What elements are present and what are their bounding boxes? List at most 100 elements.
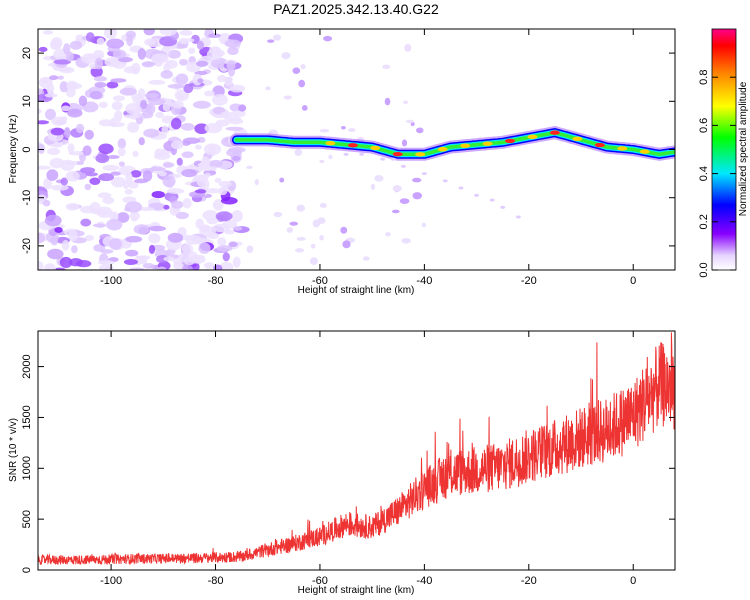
spectrogram-noise-blob: [151, 190, 165, 199]
spectrogram-noise-blob: [157, 266, 167, 270]
spectrogram-noise-blob: [194, 123, 209, 135]
spectrogram-noise-blob: [218, 187, 228, 196]
spectrogram-noise-blob: [54, 227, 63, 233]
spectrogram-noise-blob: [102, 196, 115, 205]
spectrogram-weak-blob: [421, 172, 427, 176]
colorbar-tick-label: 0.4: [698, 166, 710, 181]
spectrogram-noise-blob: [67, 108, 83, 118]
spectrogram-noise-blob: [65, 170, 80, 182]
spectrogram-noise-blob: [94, 81, 107, 88]
spectrogram-noise-blob: [214, 177, 222, 183]
spectrogram-noise-blob: [130, 170, 142, 178]
colorbar-tick-label: 0.0: [698, 262, 710, 277]
spectrogram-noise-blob: [212, 199, 224, 211]
spectrogram-noise-blob: [46, 147, 61, 156]
figure-title: PAZ1.2025.342.13.40.G22: [273, 1, 439, 17]
spectrogram-noise-blob: [224, 39, 241, 48]
spectrogram-noise-blob: [98, 101, 108, 109]
spectrogram-noise-blob: [113, 95, 125, 102]
spectrogram-noise-blob: [167, 84, 185, 89]
spectrogram-noise-blob: [142, 170, 153, 182]
spectrogram-noise-blob: [384, 97, 391, 106]
spectrogram-noise-blob: [181, 151, 194, 159]
snr-x-tick-label: -20: [521, 575, 537, 587]
snr-y-tick-label: 2000: [21, 354, 33, 378]
spectrogram-noise-blob: [143, 29, 155, 36]
spectrogram-noise-blob: [220, 111, 233, 119]
spectrogram-noise-blob: [216, 245, 233, 252]
spectrogram-noise-blob: [43, 177, 53, 190]
spectrogram-noise-blob: [283, 95, 292, 100]
spectrogram-noise-blob: [113, 110, 123, 123]
spectrogram-noise-blob: [246, 245, 254, 253]
spectrogram-noise-blob: [103, 29, 117, 39]
spectrogram-noise-blob: [227, 46, 239, 56]
spectrogram-noise-blob: [110, 176, 126, 188]
spectrogram-noise-blob: [96, 37, 105, 46]
spectrogram-weak-blob: [500, 205, 506, 209]
spectrogram-noise-blob: [246, 165, 253, 170]
spectrogram-noise-blob: [212, 93, 228, 106]
snr-y-tick-label: 1000: [21, 456, 33, 480]
spectrogram-noise-blob: [89, 177, 101, 185]
spectrogram-noise-blob: [38, 120, 50, 125]
spectrogram-noise-blob: [110, 171, 122, 176]
spectrogram-noise-blob: [140, 99, 148, 110]
spectrogram-noise-blob: [309, 257, 319, 266]
spectrogram-weak-blob: [380, 157, 386, 161]
spectrogram-noise-blob: [198, 242, 211, 254]
spectrogram-noise-blob: [162, 175, 176, 188]
spectrogram-noise-blob: [232, 156, 241, 162]
spectrogram-noise-blob: [194, 237, 210, 243]
spectrogram-noise-blob: [144, 38, 156, 46]
spectrogram-noise-blob: [197, 78, 204, 84]
spectrogram-weak-blob: [400, 164, 406, 168]
signal-peak: [392, 151, 403, 157]
spectrogram-noise-blob: [231, 210, 243, 223]
spectrogram-noise-blob: [228, 241, 238, 248]
spectrogram-noise-blob: [228, 118, 244, 125]
spectrogram-noise-blob: [68, 258, 84, 267]
spectrogram-noise-blob: [210, 166, 217, 171]
spectrogram-noise-blob: [67, 143, 75, 154]
spectrogram-weak-blob: [390, 157, 396, 161]
spectrogram-noise-blob: [219, 261, 234, 270]
colorbar-tick-label: 0.8: [698, 70, 710, 85]
spectrogram-x-label: Height of straight line (km): [298, 285, 415, 296]
spectrogram-noise-blob: [194, 189, 207, 194]
spectrogram-noise-blob: [68, 229, 78, 242]
colorbar-gradient: [711, 28, 737, 271]
spectrogram-noise-blob: [319, 128, 330, 133]
signal-peak: [370, 145, 381, 151]
spectrogram-noise-blob: [49, 75, 59, 81]
spectrogram-noise-blob: [117, 147, 126, 157]
spectrogram-noise-blob: [50, 236, 59, 246]
spectrogram-noise-blob: [145, 103, 156, 115]
spectrogram-noise-blob: [183, 83, 194, 94]
spectrogram-noise-blob: [125, 102, 142, 115]
spectrogram-x-tick-label: -100: [100, 275, 122, 287]
spectrogram-noise-blob: [60, 177, 68, 186]
spectrogram-noise-blob: [95, 153, 110, 164]
spectrogram-noise-blob: [207, 232, 219, 240]
spectrogram-noise-blob: [178, 252, 190, 263]
spectrogram-y-tick-label: -10: [21, 190, 33, 206]
spectrogram-noise-blob: [49, 157, 65, 169]
spectrogram-noise-blob: [171, 200, 184, 209]
snr-x-tick-label: -80: [208, 575, 224, 587]
spectrogram-noise-blob: [76, 160, 85, 165]
spectrogram-noise-blob: [43, 263, 57, 270]
spectrogram-noise-blob: [265, 86, 271, 91]
spectrogram-noise-blob: [75, 123, 85, 134]
spectrogram-weak-blob: [474, 193, 480, 197]
spectrogram-noise-blob: [162, 101, 171, 112]
spectrogram-noise-blob: [137, 88, 146, 99]
spectrogram-noise-blob: [298, 79, 306, 88]
spectrogram-noise-blob: [92, 223, 107, 228]
spectrogram-y-tick-label: 0: [21, 146, 33, 152]
spectrogram-noise-blob: [340, 125, 346, 130]
spectrogram-noise-blob: [421, 222, 427, 228]
spectrogram-noise-blob: [148, 233, 161, 244]
spectrogram-noise-blob: [362, 256, 370, 261]
spectrogram-noise-blob: [182, 137, 201, 144]
